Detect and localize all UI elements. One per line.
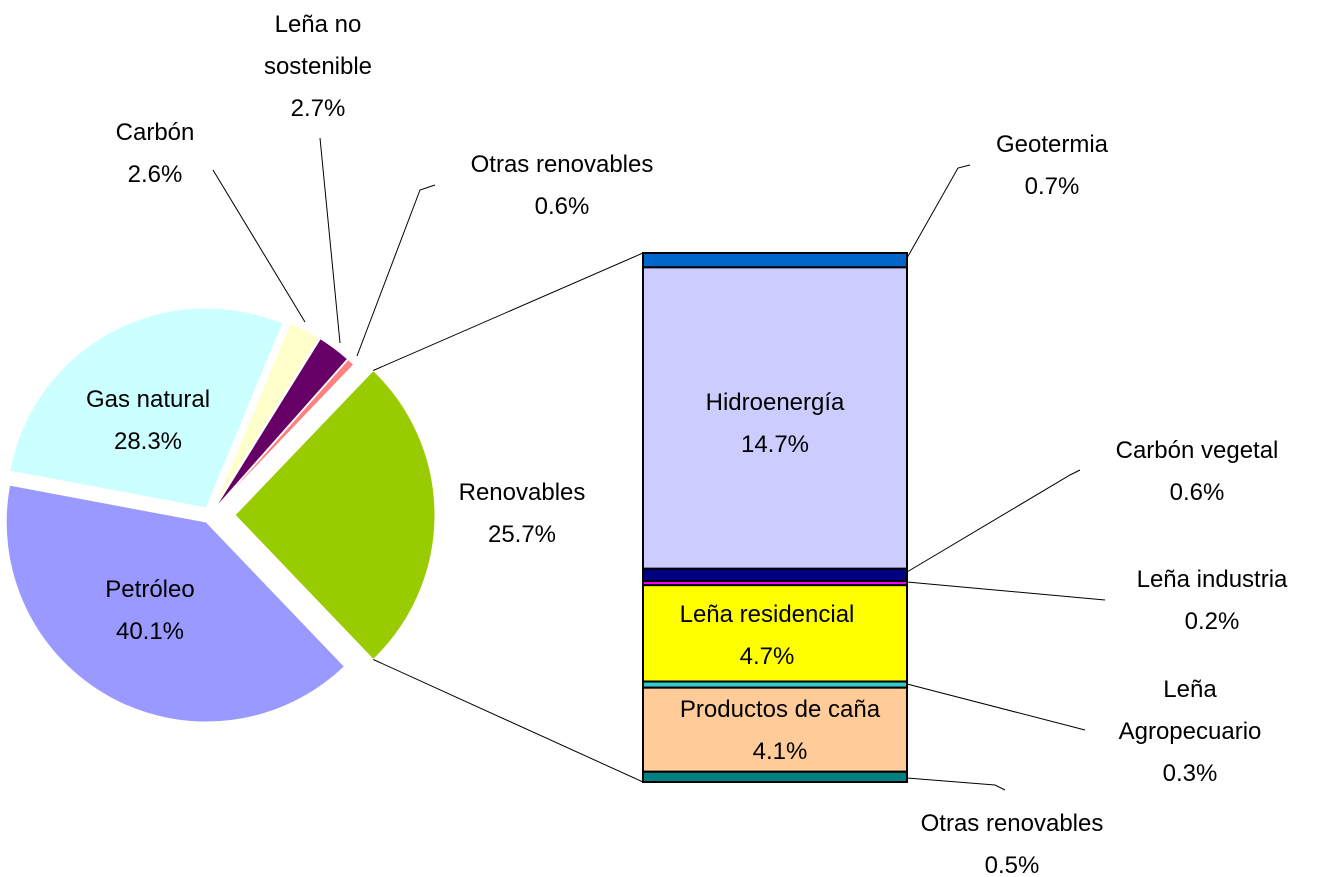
bar-segment xyxy=(642,686,908,773)
leader-line xyxy=(212,169,306,323)
value-label: 0.6% xyxy=(534,193,590,220)
value-label: 2.7% xyxy=(290,95,346,122)
data-label: Leña Agropecuario 0.3% xyxy=(1105,669,1275,795)
bar-segment xyxy=(642,266,908,570)
leader-line xyxy=(906,581,1106,601)
category-label: Petróleo xyxy=(105,576,195,603)
data-label: Leña no sostenible 2.7% xyxy=(238,4,398,130)
pie-slice xyxy=(213,322,320,509)
value-label: 0.5% xyxy=(984,852,1040,877)
data-label: Hidroenergía 14.7% xyxy=(645,382,905,466)
data-label: Renovables 25.7% xyxy=(422,472,622,556)
leader-line xyxy=(356,184,436,357)
value-label: 0.2% xyxy=(1184,608,1240,635)
leader-line xyxy=(906,683,1086,731)
pie-slice xyxy=(5,484,346,723)
category-label: Leña residencial xyxy=(679,601,855,628)
category-label: Otras renovables xyxy=(920,810,1104,837)
connector-line xyxy=(373,252,644,371)
category-label: Leña no sostenible xyxy=(263,11,373,80)
leader-line xyxy=(906,164,971,259)
data-label: Gas natural 28.3% xyxy=(48,379,248,463)
category-label: Renovables xyxy=(458,479,586,506)
category-label: Otras renovables xyxy=(470,151,654,178)
connector-line xyxy=(373,659,644,783)
pie-slice xyxy=(234,369,436,661)
data-label: Otras renovables 0.5% xyxy=(872,803,1152,877)
value-label: 0.6% xyxy=(1169,479,1225,506)
category-label: Carbón xyxy=(115,119,195,146)
category-label: Leña Agropecuario xyxy=(1118,676,1262,745)
data-label: Productos de caña 4.1% xyxy=(635,689,925,773)
leader-line xyxy=(906,777,1006,791)
bar-segment xyxy=(642,770,908,783)
data-label: Carbón vegetal 0.6% xyxy=(1077,430,1317,514)
value-label: 28.3% xyxy=(113,428,183,455)
bar-segment xyxy=(642,252,908,269)
value-label: 4.7% xyxy=(739,643,795,670)
leader-line xyxy=(906,469,1081,573)
category-label: Leña industria xyxy=(1136,566,1288,593)
data-label: Leña residencial 4.7% xyxy=(637,594,897,678)
category-label: Gas natural xyxy=(85,386,211,413)
value-label: 0.3% xyxy=(1162,760,1218,787)
category-label: Hidroenergía xyxy=(705,389,845,416)
data-label: Otras renovables 0.6% xyxy=(432,144,692,228)
value-label: 40.1% xyxy=(115,618,185,645)
pie-slice xyxy=(214,338,349,509)
pie-slice xyxy=(9,307,284,509)
data-label: Petróleo 40.1% xyxy=(50,569,250,653)
category-label: Geotermia xyxy=(995,131,1109,158)
leader-line xyxy=(319,137,341,344)
category-label: Carbón vegetal xyxy=(1115,437,1279,464)
pie-slice xyxy=(215,358,355,510)
data-label: Carbón 2.6% xyxy=(85,112,225,196)
data-label: Geotermia 0.7% xyxy=(952,124,1152,208)
data-label: Leña industria 0.2% xyxy=(1092,559,1321,643)
bar-segment xyxy=(642,567,908,583)
value-label: 14.7% xyxy=(740,431,810,458)
bar-segment xyxy=(642,584,908,683)
category-label: Productos de caña xyxy=(679,696,881,723)
value-label: 25.7% xyxy=(487,521,557,548)
value-label: 0.7% xyxy=(1024,173,1080,200)
value-label: 4.1% xyxy=(752,738,808,765)
value-label: 2.6% xyxy=(127,161,183,188)
